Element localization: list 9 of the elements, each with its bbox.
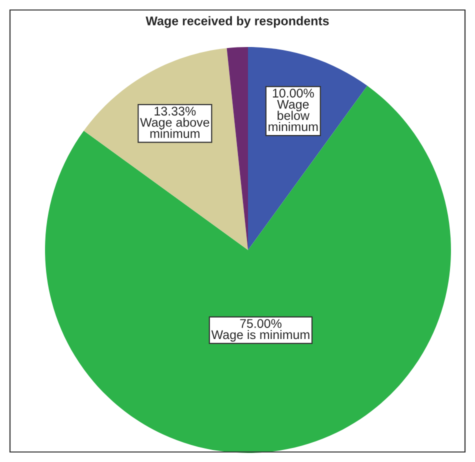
slice-label: Wage above minimum [140,118,210,138]
slice-label: Wage below minimum [268,100,318,132]
data-label: 13.33% [154,106,196,116]
slice-label: Wage is minimum [211,330,310,342]
data-label: 10.00% [272,88,314,98]
pie-slice [226,47,248,250]
pie-slice [45,86,451,453]
chart-title: Wage received by respondents [146,16,329,28]
data-label: 75.00% [240,319,282,328]
